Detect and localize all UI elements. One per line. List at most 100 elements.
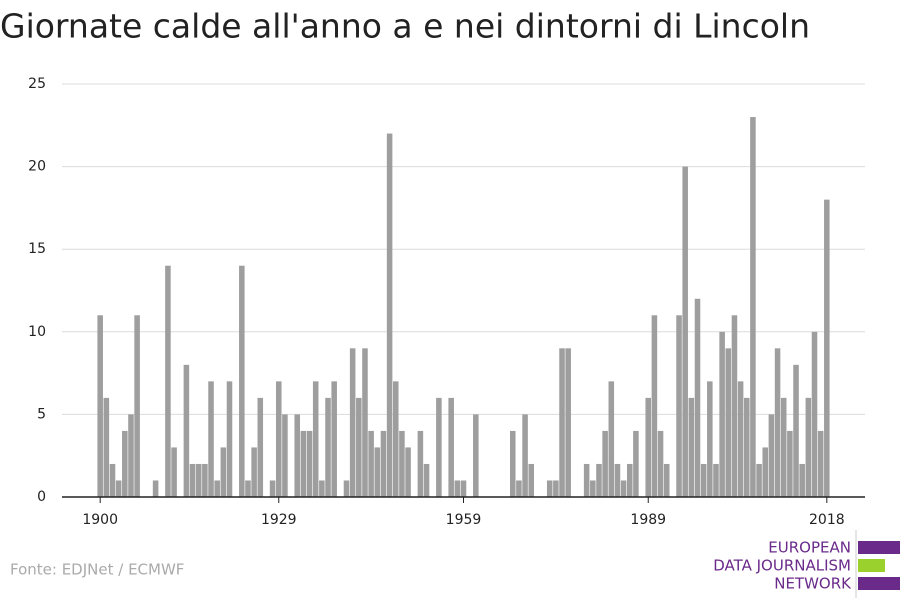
bar xyxy=(374,447,381,497)
bar xyxy=(202,463,208,497)
bar xyxy=(251,447,257,497)
bar xyxy=(583,463,590,497)
bar xyxy=(663,463,670,497)
bar xyxy=(756,463,762,497)
bar xyxy=(799,463,805,497)
bar xyxy=(436,397,442,497)
bar xyxy=(312,381,319,497)
bar xyxy=(386,133,393,497)
bar xyxy=(294,414,301,497)
logo-text: NETWORK xyxy=(774,575,852,593)
bar xyxy=(220,447,227,497)
bar xyxy=(811,331,818,497)
bar xyxy=(128,414,134,497)
bar xyxy=(805,397,812,497)
bar xyxy=(189,463,196,497)
x-tick-label: 1989 xyxy=(630,512,666,528)
logo-text: DATA JOURNALISM xyxy=(713,557,851,575)
bar xyxy=(707,381,713,497)
bar xyxy=(183,364,190,497)
bar xyxy=(780,397,787,497)
bar xyxy=(676,315,682,497)
chart-title: Giornate calde all'anno a e nei dintorni… xyxy=(0,7,810,46)
bar xyxy=(688,397,695,497)
logo-bar xyxy=(858,577,900,590)
bar xyxy=(608,381,615,497)
y-tick-label: 25 xyxy=(28,76,46,92)
bar xyxy=(719,331,725,497)
bar xyxy=(473,414,479,497)
bar xyxy=(713,463,719,497)
bar xyxy=(306,430,313,497)
bar xyxy=(700,463,707,497)
logo-text: EUROPEAN xyxy=(768,539,851,557)
bar xyxy=(528,463,535,497)
bar xyxy=(134,315,140,497)
bar xyxy=(405,447,411,497)
bar xyxy=(331,381,337,497)
bar xyxy=(122,430,128,497)
bar xyxy=(762,447,769,497)
bar xyxy=(743,397,750,497)
logo-bar xyxy=(858,541,900,554)
x-tick-label: 2018 xyxy=(809,512,845,528)
bar xyxy=(195,463,202,497)
bar xyxy=(774,348,781,497)
bar xyxy=(115,480,122,497)
bar xyxy=(559,348,565,497)
bar xyxy=(614,463,621,497)
bar xyxy=(553,480,559,497)
bar xyxy=(399,430,405,497)
bar xyxy=(651,315,658,497)
bar xyxy=(645,397,652,497)
bar xyxy=(657,430,664,497)
bar xyxy=(620,480,627,497)
bar xyxy=(626,463,633,497)
bar xyxy=(546,480,553,497)
bar xyxy=(362,348,368,497)
y-tick-label: 5 xyxy=(37,406,46,422)
bar xyxy=(817,430,824,497)
bar xyxy=(275,381,282,497)
bar xyxy=(214,480,220,497)
bar xyxy=(208,381,214,497)
logo-bar xyxy=(858,559,885,572)
x-tick-label: 1959 xyxy=(446,512,482,528)
bar xyxy=(731,315,738,497)
bar xyxy=(380,430,387,497)
bar xyxy=(596,463,602,497)
bar xyxy=(152,480,159,497)
bar xyxy=(109,463,116,497)
bar xyxy=(392,381,399,497)
bar xyxy=(454,480,461,497)
bar xyxy=(97,315,103,497)
bar xyxy=(356,397,362,497)
bar xyxy=(725,348,732,497)
bar xyxy=(245,480,251,497)
bar xyxy=(694,298,701,497)
bar xyxy=(602,430,608,497)
bar xyxy=(226,381,233,497)
bar xyxy=(522,414,528,497)
bar xyxy=(343,480,350,497)
bar xyxy=(239,265,245,497)
y-tick-label: 0 xyxy=(37,489,46,505)
bar xyxy=(516,480,522,497)
bar xyxy=(282,414,288,497)
x-tick-label: 1929 xyxy=(261,512,297,528)
bar xyxy=(590,480,596,497)
bar xyxy=(103,397,110,497)
bar xyxy=(325,397,331,497)
bar xyxy=(448,397,454,497)
bar xyxy=(824,199,830,497)
x-tick-label: 1900 xyxy=(82,512,118,528)
y-tick-label: 10 xyxy=(28,324,46,340)
bar xyxy=(300,430,307,497)
bar xyxy=(417,430,424,497)
bar xyxy=(768,414,775,497)
bar xyxy=(682,166,688,497)
bar xyxy=(257,397,264,497)
bar xyxy=(750,117,756,497)
bar xyxy=(319,480,325,497)
bar xyxy=(171,447,177,497)
